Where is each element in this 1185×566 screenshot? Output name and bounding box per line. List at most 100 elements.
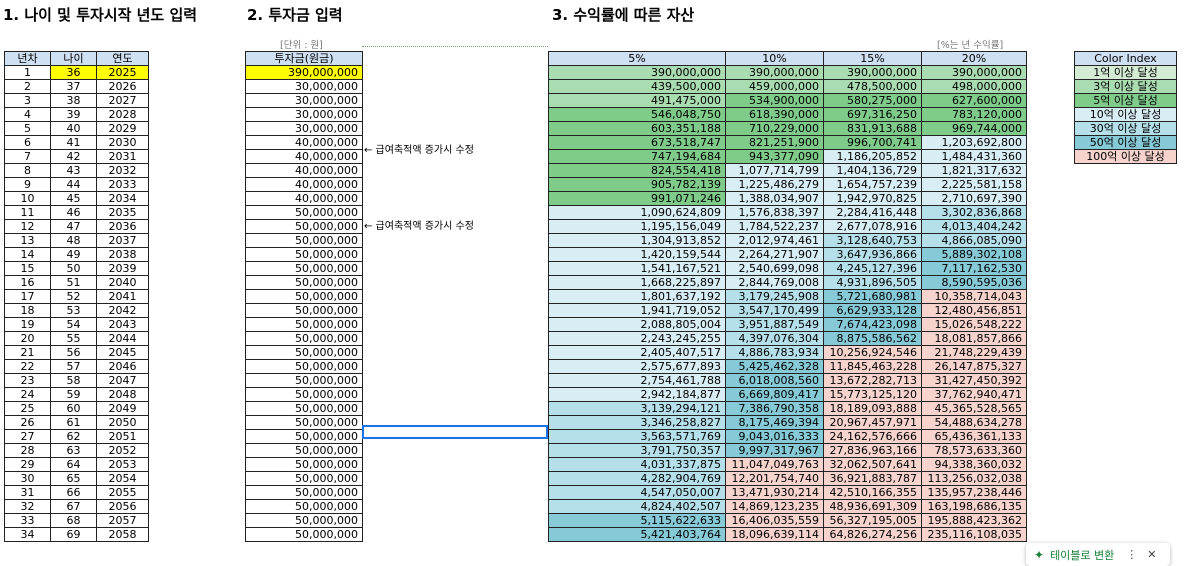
- asset-cell[interactable]: 1,576,838,397: [725, 205, 824, 220]
- invest-cell[interactable]: 50,000,000: [245, 219, 363, 234]
- convert-to-table-label[interactable]: 테이블로 변환: [1050, 548, 1115, 562]
- asset-cell[interactable]: 1,420,159,544: [548, 247, 726, 262]
- left-cell[interactable]: 3: [4, 93, 51, 108]
- asset-cell[interactable]: 821,251,900: [725, 135, 824, 150]
- invest-cell[interactable]: 50,000,000: [245, 457, 363, 472]
- left-cell[interactable]: 16: [4, 275, 51, 290]
- asset-cell[interactable]: 54,488,634,278: [921, 415, 1027, 430]
- left-cell[interactable]: 2048: [96, 387, 149, 402]
- asset-cell[interactable]: 4,547,050,007: [548, 485, 726, 500]
- left-cell[interactable]: 2040: [96, 275, 149, 290]
- invest-cell[interactable]: 30,000,000: [245, 79, 363, 94]
- asset-cell[interactable]: 7,674,423,098: [823, 317, 922, 332]
- asset-cell[interactable]: 20,967,457,971: [823, 415, 922, 430]
- asset-cell[interactable]: 32,062,507,641: [823, 457, 922, 472]
- left-cell[interactable]: 50: [50, 261, 97, 276]
- left-cell[interactable]: 39: [50, 107, 97, 122]
- asset-cell[interactable]: 2,225,581,158: [921, 177, 1027, 192]
- left-cell[interactable]: 2050: [96, 415, 149, 430]
- asset-cell[interactable]: 534,900,000: [725, 93, 824, 108]
- asset-cell[interactable]: 2,942,184,877: [548, 387, 726, 402]
- invest-header-cell[interactable]: 투자금(원금): [245, 51, 363, 66]
- invest-cell[interactable]: 50,000,000: [245, 261, 363, 276]
- left-cell[interactable]: 2026: [96, 79, 149, 94]
- invest-cell[interactable]: 50,000,000: [245, 303, 363, 318]
- asset-cell[interactable]: 783,120,000: [921, 107, 1027, 122]
- left-cell[interactable]: 2054: [96, 471, 149, 486]
- asset-cell[interactable]: 2,012,974,461: [725, 233, 824, 248]
- asset-cell[interactable]: 8,590,595,036: [921, 275, 1027, 290]
- left-cell[interactable]: 13: [4, 233, 51, 248]
- invest-cell[interactable]: 30,000,000: [245, 107, 363, 122]
- left-cell[interactable]: 54: [50, 317, 97, 332]
- left-cell[interactable]: 64: [50, 457, 97, 472]
- legend-item[interactable]: 3억 이상 달성: [1074, 79, 1177, 94]
- left-cell[interactable]: 2025: [96, 65, 149, 80]
- invest-cell[interactable]: 50,000,000: [245, 233, 363, 248]
- left-cell[interactable]: 60: [50, 401, 97, 416]
- asset-cell[interactable]: 11,047,049,763: [725, 457, 824, 472]
- asset-cell[interactable]: 697,316,250: [823, 107, 922, 122]
- left-cell[interactable]: 36: [50, 65, 97, 80]
- asset-cell[interactable]: 45,365,528,565: [921, 401, 1027, 416]
- left-cell[interactable]: 63: [50, 443, 97, 458]
- left-cell[interactable]: 2041: [96, 289, 149, 304]
- asset-cell[interactable]: 1,186,205,852: [823, 149, 922, 164]
- left-cell[interactable]: 2030: [96, 135, 149, 150]
- asset-cell[interactable]: 6,018,008,560: [725, 373, 824, 388]
- asset-cell[interactable]: 390,000,000: [921, 65, 1027, 80]
- asset-cell[interactable]: 9,997,317,967: [725, 443, 824, 458]
- asset-cell[interactable]: 2,677,078,916: [823, 219, 922, 234]
- left-cell[interactable]: 27: [4, 429, 51, 444]
- asset-cell[interactable]: 8,175,469,394: [725, 415, 824, 430]
- asset-cell[interactable]: 4,824,402,507: [548, 499, 726, 514]
- left-cell[interactable]: 21: [4, 345, 51, 360]
- rate-header-cell[interactable]: 5%: [548, 51, 726, 66]
- legend-item[interactable]: 50억 이상 달성: [1074, 135, 1177, 150]
- asset-cell[interactable]: 16,406,035,559: [725, 513, 824, 528]
- left-cell[interactable]: 11: [4, 205, 51, 220]
- left-cell[interactable]: 2029: [96, 121, 149, 136]
- asset-cell[interactable]: 12,480,456,851: [921, 303, 1027, 318]
- left-cell[interactable]: 58: [50, 373, 97, 388]
- asset-cell[interactable]: 4,886,783,934: [725, 345, 824, 360]
- left-cell[interactable]: 2035: [96, 205, 149, 220]
- left-cell[interactable]: 2031: [96, 149, 149, 164]
- left-cell[interactable]: 42: [50, 149, 97, 164]
- rate-header-cell[interactable]: 15%: [823, 51, 922, 66]
- asset-cell[interactable]: 7,386,790,358: [725, 401, 824, 416]
- legend-item[interactable]: 10억 이상 달성: [1074, 107, 1177, 122]
- left-header-cell[interactable]: 연도: [96, 51, 149, 66]
- asset-cell[interactable]: 10,256,924,546: [823, 345, 922, 360]
- asset-cell[interactable]: 491,475,000: [548, 93, 726, 108]
- asset-cell[interactable]: 498,000,000: [921, 79, 1027, 94]
- asset-cell[interactable]: 18,096,639,114: [725, 527, 824, 542]
- left-cell[interactable]: 48: [50, 233, 97, 248]
- invest-cell[interactable]: 50,000,000: [245, 345, 363, 360]
- asset-cell[interactable]: 1,203,692,800: [921, 135, 1027, 150]
- asset-cell[interactable]: 1,077,714,799: [725, 163, 824, 178]
- asset-cell[interactable]: 1,821,317,632: [921, 163, 1027, 178]
- left-cell[interactable]: 15: [4, 261, 51, 276]
- left-cell[interactable]: 49: [50, 247, 97, 262]
- asset-cell[interactable]: 3,951,887,549: [725, 317, 824, 332]
- asset-cell[interactable]: 2,264,271,907: [725, 247, 824, 262]
- left-cell[interactable]: 61: [50, 415, 97, 430]
- asset-cell[interactable]: 1,195,156,049: [548, 219, 726, 234]
- asset-cell[interactable]: 11,845,463,228: [823, 359, 922, 374]
- invest-cell[interactable]: 50,000,000: [245, 471, 363, 486]
- left-cell[interactable]: 26: [4, 415, 51, 430]
- invest-cell[interactable]: 50,000,000: [245, 429, 363, 444]
- legend-item[interactable]: 1억 이상 달성: [1074, 65, 1177, 80]
- asset-cell[interactable]: 21,748,229,439: [921, 345, 1027, 360]
- asset-cell[interactable]: 996,700,741: [823, 135, 922, 150]
- invest-cell[interactable]: 50,000,000: [245, 247, 363, 262]
- left-cell[interactable]: 30: [4, 471, 51, 486]
- left-cell[interactable]: 12: [4, 219, 51, 234]
- invest-cell[interactable]: 50,000,000: [245, 317, 363, 332]
- asset-cell[interactable]: 3,647,936,866: [823, 247, 922, 262]
- left-cell[interactable]: 2042: [96, 303, 149, 318]
- asset-cell[interactable]: 710,229,000: [725, 121, 824, 136]
- asset-cell[interactable]: 2,844,769,008: [725, 275, 824, 290]
- left-cell[interactable]: 2043: [96, 317, 149, 332]
